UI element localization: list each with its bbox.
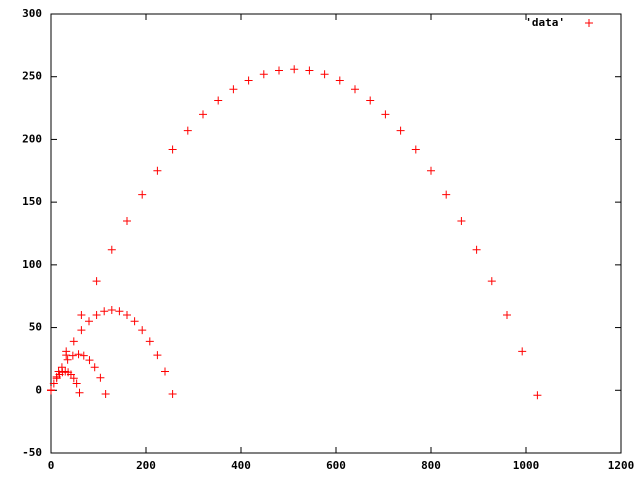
data-point: [123, 216, 131, 225]
data-point: [411, 145, 420, 154]
data-point: [168, 390, 177, 399]
data-point: [320, 70, 329, 79]
data-point: [275, 66, 283, 75]
data-point: [79, 351, 88, 360]
data-point: [85, 317, 93, 326]
y-tick-label: 0: [35, 383, 42, 396]
data-point: [503, 311, 511, 320]
x-tick-label: 600: [326, 459, 346, 472]
data-point: [290, 65, 299, 74]
data-point: [96, 373, 105, 382]
data-point: [77, 311, 86, 320]
y-tick-label: 250: [22, 70, 42, 83]
data-point: [69, 337, 78, 346]
data-point: [533, 391, 542, 400]
data-point: [396, 126, 405, 135]
x-tick-label: 200: [136, 459, 156, 472]
data-point: [153, 351, 162, 360]
data-point: [335, 76, 344, 85]
data-point: [75, 388, 84, 397]
data-point: [138, 326, 147, 335]
y-tick-label: 150: [22, 195, 42, 208]
data-point: [168, 145, 177, 154]
data-point: [72, 379, 81, 388]
y-tick-label: 200: [22, 132, 42, 145]
x-tick-label: 0: [48, 459, 55, 472]
x-tick-label: 1200: [608, 459, 635, 472]
data-point: [487, 277, 496, 286]
data-point: [457, 216, 466, 225]
data-point: [107, 245, 116, 254]
data-point: [130, 317, 139, 326]
y-tick-label: -50: [22, 446, 42, 459]
data-point: [305, 66, 314, 75]
data-point: [115, 307, 124, 316]
data-point: [427, 166, 435, 175]
data-point: [90, 363, 99, 372]
data-point: [472, 245, 481, 254]
data-point: [214, 96, 223, 105]
x-tick-label: 800: [421, 459, 441, 472]
data-point: [100, 307, 109, 316]
data-point: [183, 126, 192, 135]
data-point: [101, 390, 110, 399]
x-tick-label: 1000: [513, 459, 540, 472]
y-tick-label: 50: [29, 321, 42, 334]
data-point: [244, 76, 253, 85]
data-point: [49, 379, 58, 388]
data-point: [107, 306, 116, 315]
data-point: [47, 386, 55, 395]
data-point: [518, 347, 527, 356]
data-point: [229, 85, 238, 94]
data-point: [85, 356, 94, 365]
data-point: [92, 277, 101, 286]
data-point: [259, 70, 268, 79]
data-point: [366, 96, 375, 105]
data-point: [63, 355, 72, 364]
data-point: [138, 190, 147, 199]
data-point: [153, 166, 162, 175]
data-point: [62, 351, 71, 360]
y-tick-label: 100: [22, 258, 42, 271]
data-point: [381, 110, 390, 119]
data-point: [92, 311, 101, 320]
y-tick-label: 300: [22, 7, 42, 20]
data-point: [199, 110, 207, 119]
data-point: [351, 85, 359, 94]
plot-frame: [50, 13, 622, 454]
data-point: [161, 367, 169, 376]
data-point: [74, 350, 83, 359]
legend-marker: [585, 19, 593, 27]
data-point: [123, 311, 131, 320]
data-point: [69, 374, 78, 383]
data-point: [442, 190, 451, 199]
legend-label: 'data': [525, 16, 565, 29]
data-point: [77, 326, 86, 335]
data-point: [145, 337, 154, 346]
x-tick-label: 400: [231, 459, 251, 472]
data-point: [68, 351, 77, 360]
